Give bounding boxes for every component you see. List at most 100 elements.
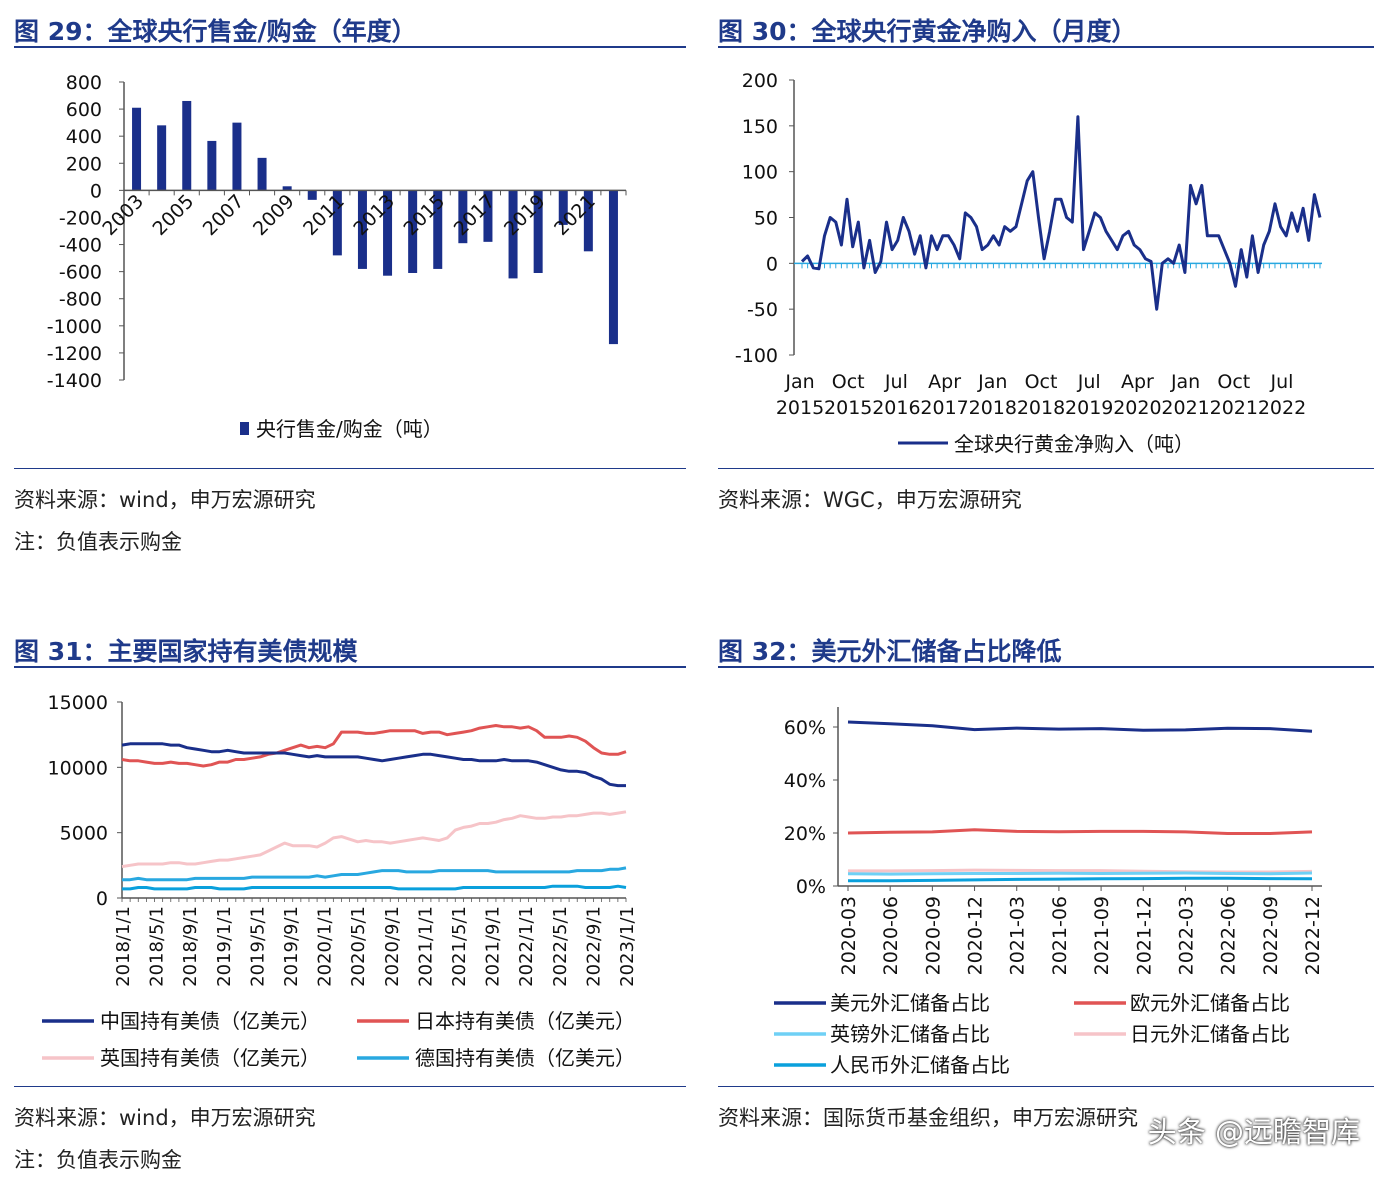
series-line [848, 868, 1313, 874]
legend-swatch [240, 422, 249, 435]
x-tick-label: 2022-03 [1175, 896, 1197, 975]
bar [282, 186, 292, 191]
chart-31-title: 图 31：主要国家持有美债规模 [14, 637, 358, 666]
x-tick-label-month: Jul [1270, 371, 1294, 393]
x-tick-label: 2005 [149, 190, 199, 240]
y-tick-label: 0 [96, 888, 108, 910]
watermark-text: 头条 @远瞻智库 [1147, 1115, 1360, 1149]
series-line [848, 876, 1313, 883]
chart-32-title: 图 32：美元外汇储备占比降低 [718, 637, 1062, 666]
bar [332, 190, 342, 256]
x-tick-label: 2009 [249, 190, 299, 240]
y-tick-label: 0 [90, 180, 102, 202]
x-tick-label-month: Oct [1217, 371, 1250, 393]
x-tick-label-year: 2022 [1258, 397, 1306, 419]
bar [558, 190, 568, 225]
chart-30-svg: 200 150 100 50 0 -50 -100 Jan Oct Jul Apr Jan Oct Jul… [735, 70, 1322, 456]
x-tick-label-month: Jul [1077, 371, 1101, 393]
x-tick-label: 2022-09 [1260, 896, 1282, 975]
bar [433, 190, 443, 269]
series-line [122, 884, 627, 891]
bar [182, 100, 192, 191]
y-tick-label: 200 [66, 153, 102, 175]
chart-30-source: 资料来源：WGC，申万宏源研究 [718, 488, 1022, 512]
series-line [847, 828, 1313, 835]
y-tick-label: -600 [59, 262, 102, 284]
y-tick-label: -1000 [47, 316, 102, 338]
y-tick-label: 150 [742, 116, 778, 138]
y-tick-label: 5000 [60, 823, 108, 845]
series-line [800, 115, 1322, 311]
x-tick-label-year: 2016 [872, 397, 920, 419]
chart-30-footer-rule [718, 468, 1374, 469]
bar [257, 157, 267, 191]
y-tick-label: -100 [735, 345, 778, 367]
legend-label: 日元外汇储备占比 [1130, 1022, 1290, 1046]
y-tick-label: -800 [59, 289, 102, 311]
x-tick-label: 2021/5/1 [449, 906, 470, 987]
y-tick-label: 20% [784, 823, 826, 845]
chart-32-footer-rule [718, 1086, 1374, 1087]
x-tick-label: 2019/5/1 [247, 906, 268, 987]
legend-label: 英镑外汇储备占比 [830, 1022, 990, 1046]
legend-label: 日本持有美债（亿美元） [415, 1009, 635, 1033]
x-tick-label: 2020-06 [880, 896, 902, 975]
bar [207, 140, 217, 191]
x-tick-label: 2021/1/1 [415, 906, 436, 987]
y-tick-label: -1200 [47, 343, 102, 365]
chart-31-source: 资料来源：wind，申万宏源研究 [14, 1106, 316, 1130]
x-tick-label-year: 2021 [1210, 397, 1258, 419]
chart-32-title-rule [718, 666, 1374, 668]
x-tick-label-month: Apr [1121, 371, 1154, 393]
bar [357, 190, 367, 269]
series-line [847, 871, 1313, 876]
x-tick-label-month: Jan [977, 371, 1007, 393]
x-tick-label: 2019/1/1 [214, 906, 235, 987]
x-tick-label: 2021/9/1 [483, 906, 504, 987]
x-tick-label: 2003 [98, 190, 148, 240]
x-tick-label-year: 2018 [1017, 397, 1065, 419]
bar [458, 190, 468, 244]
legend-label: 中国持有美债（亿美元） [100, 1009, 320, 1033]
y-tick-label: 600 [66, 99, 102, 121]
y-tick-label: 200 [742, 70, 778, 92]
x-tick-label: 2022-12 [1302, 896, 1324, 975]
chart-32-svg: 60% 40% 20% 0% 2020-03 2020-06 2020-09 2020-12 2… [774, 707, 1324, 1077]
bar [307, 190, 317, 200]
x-tick-label: 2021-12 [1133, 896, 1155, 975]
legend-label: 人民币外汇储备占比 [830, 1053, 1010, 1077]
chart-31-footer-rule [14, 1086, 686, 1087]
x-tick-label-month: Jan [1170, 371, 1200, 393]
series-line [847, 720, 1313, 733]
chart-29-title: 图 29：全球央行售金/购金（年度） [14, 17, 417, 46]
chart-30-title: 图 30：全球央行黄金净购入（月度） [718, 17, 1137, 46]
y-tick-label: 0 [766, 253, 778, 275]
bar [608, 190, 618, 345]
bar [483, 190, 493, 242]
chart-29-note: 注：负值表示购金 [14, 530, 182, 554]
x-tick-label-month: Jul [884, 371, 908, 393]
bar [132, 107, 142, 191]
bar [533, 190, 543, 273]
series-line [121, 742, 626, 788]
bar [583, 190, 593, 252]
chart-29-source: 资料来源：wind，申万宏源研究 [14, 488, 316, 512]
bar [383, 190, 393, 276]
x-tick-label: 2022-06 [1218, 896, 1240, 975]
series-line [121, 810, 627, 869]
y-tick-label: 60% [784, 717, 826, 739]
y-tick-label: 40% [784, 770, 826, 792]
x-tick-label: 2020/5/1 [348, 906, 369, 987]
x-tick-label: 2020/9/1 [382, 906, 403, 987]
legend-label: 美元外汇储备占比 [830, 991, 990, 1015]
chart-29-footer-rule [14, 468, 686, 469]
series-line [122, 866, 627, 882]
x-tick-label-month: Apr [928, 371, 961, 393]
y-tick-label: -50 [747, 299, 778, 321]
x-tick-label: 2018/5/1 [147, 906, 168, 987]
x-tick-label-month: Jan [784, 371, 814, 393]
x-tick-label-year: 2015 [776, 397, 824, 419]
x-tick-label-month: Oct [1025, 371, 1058, 393]
x-tick-label: 2022/5/1 [550, 906, 571, 987]
x-tick-label-year: 2015 [824, 397, 872, 419]
